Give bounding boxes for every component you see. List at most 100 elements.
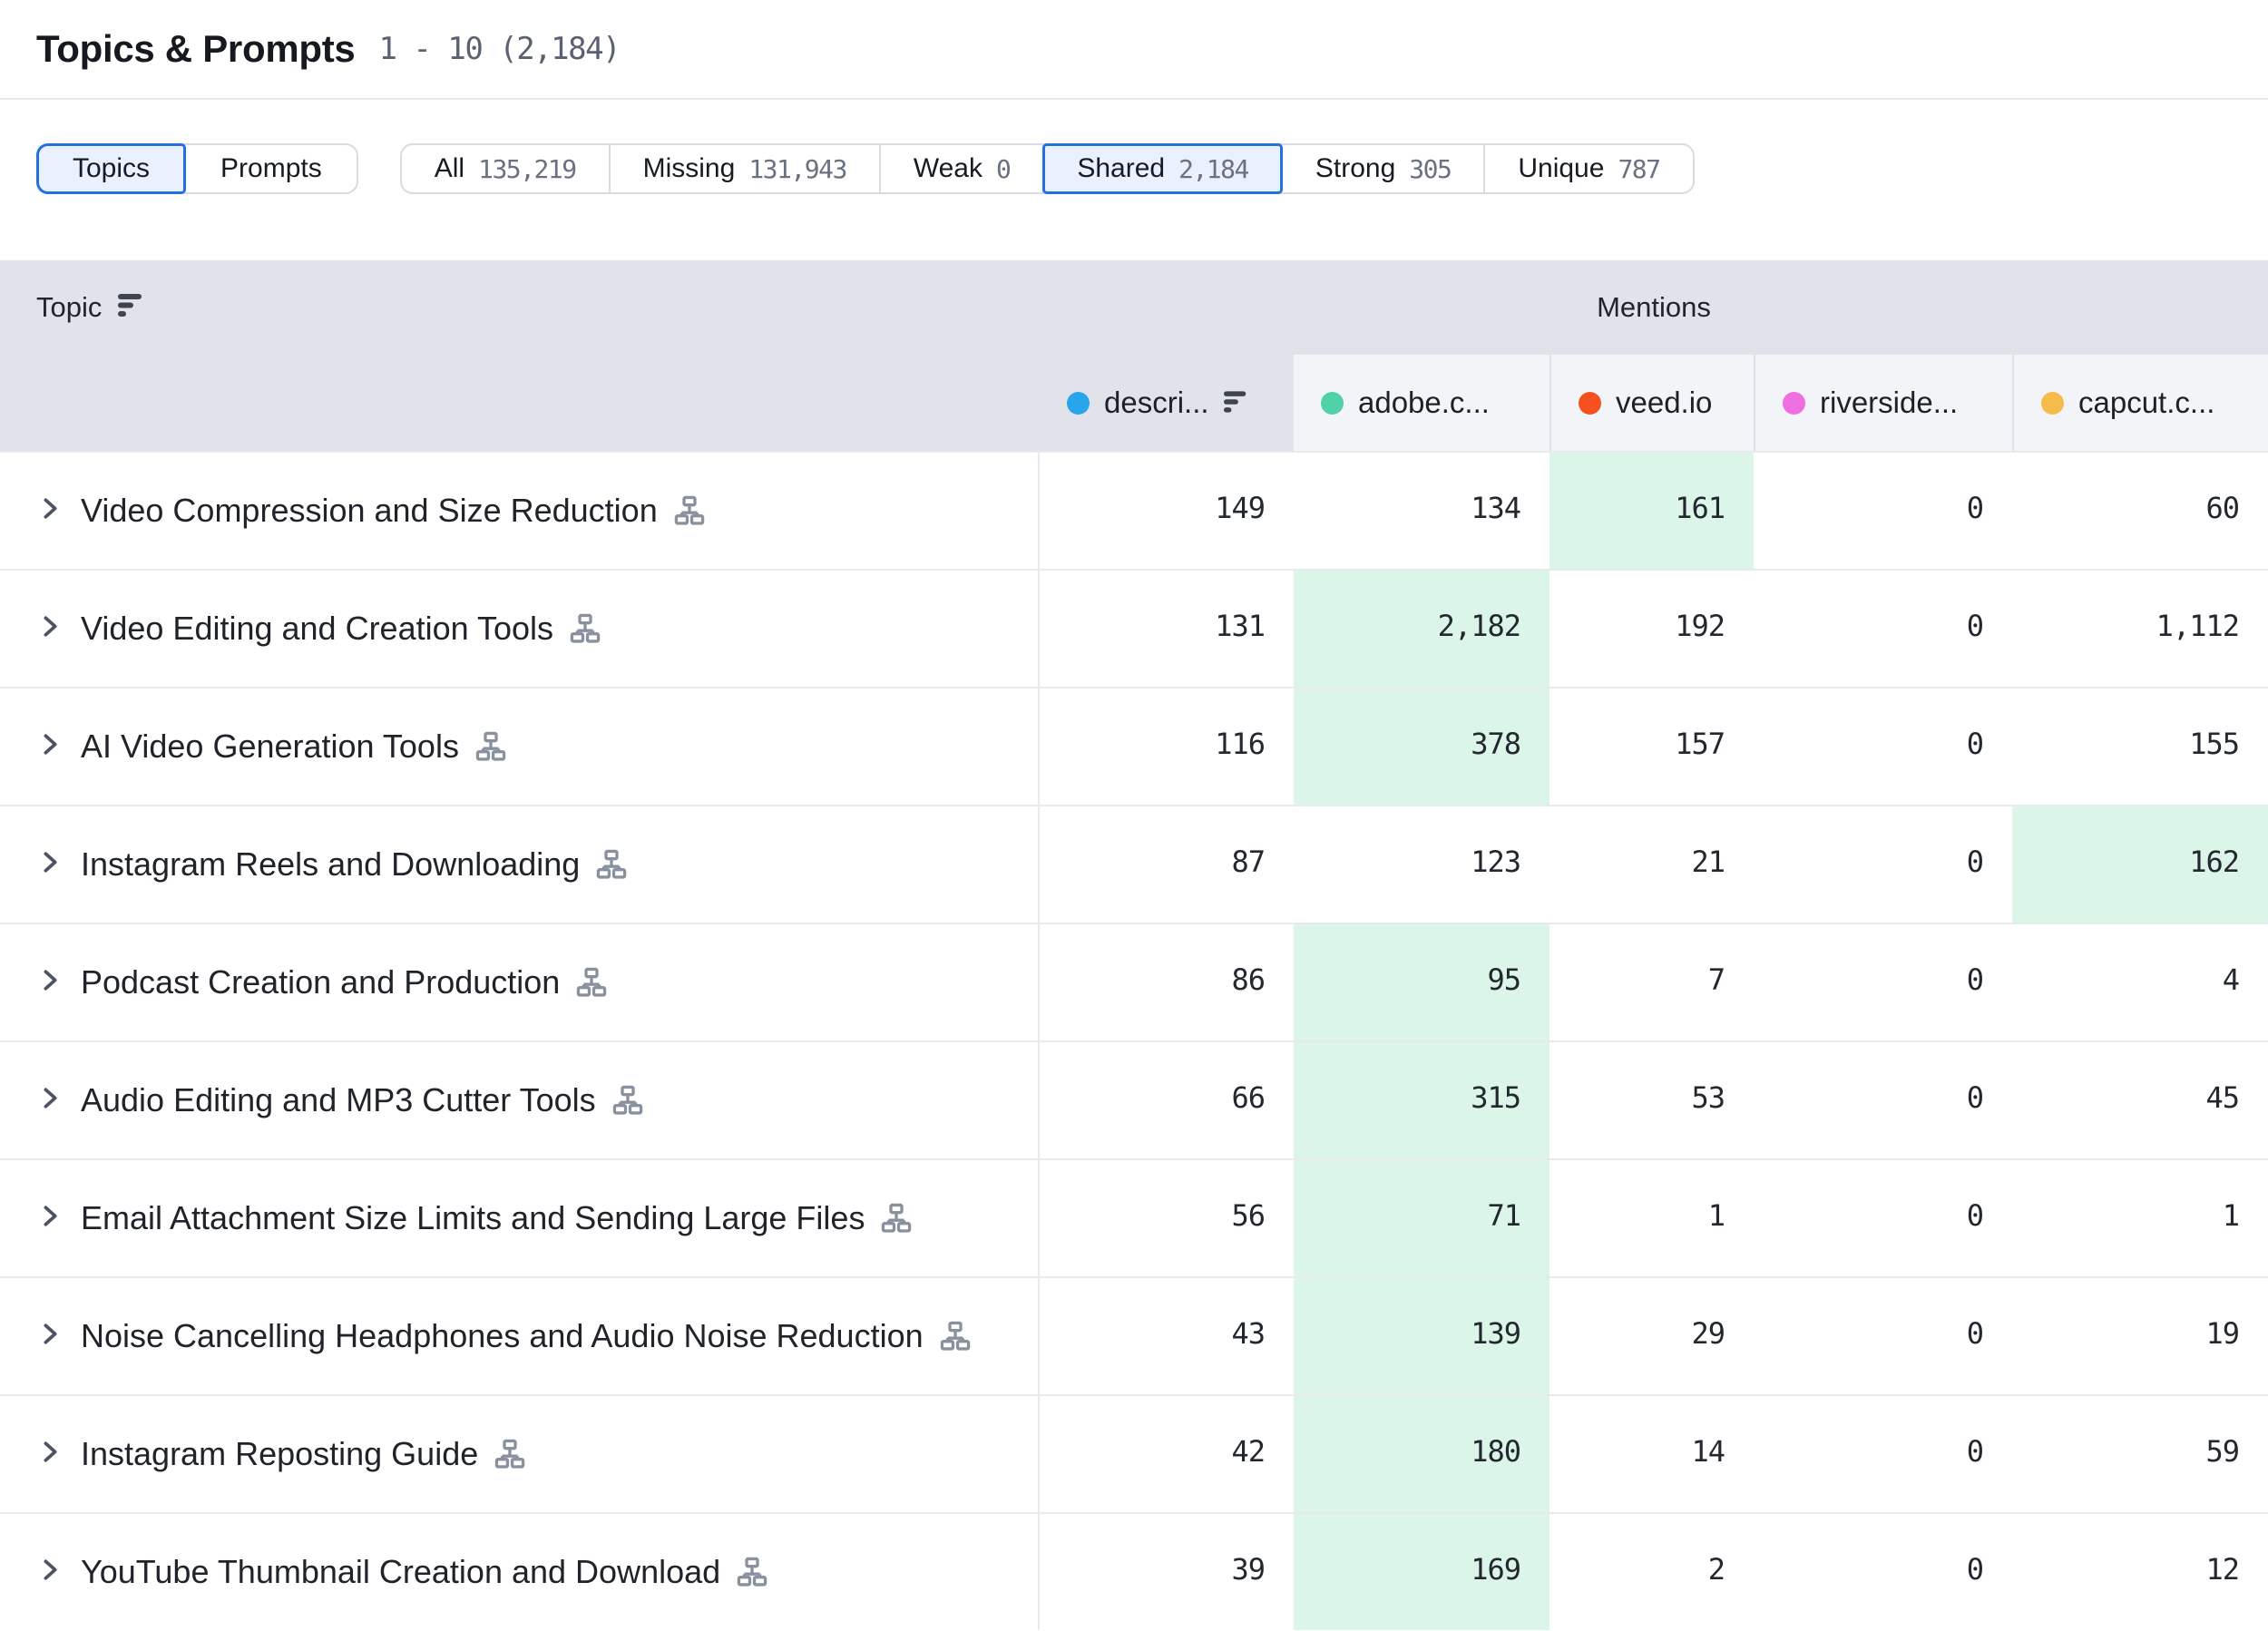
topic-hierarchy-icon[interactable] [735, 1555, 769, 1594]
expand-chevron-icon[interactable] [34, 493, 64, 528]
topic-hierarchy-icon[interactable] [574, 965, 609, 1004]
filter-strong[interactable]: Strong 305 [1315, 153, 1452, 184]
filter-all[interactable]: All 135,219 [434, 153, 577, 184]
column-header-riverside[interactable]: riverside... [1754, 355, 2012, 451]
table-row[interactable]: YouTube Thumbnail Creation and Download 3… [0, 1512, 2268, 1630]
column-header-label: riverside... [1820, 386, 1959, 419]
filter-weak[interactable]: Weak 0 [878, 145, 1043, 192]
topic-hierarchy-icon[interactable] [672, 493, 707, 532]
table-row[interactable]: Email Attachment Size Limits and Sending… [0, 1158, 2268, 1276]
expand-chevron-icon[interactable] [34, 847, 64, 882]
mentions-value: 134 [1471, 491, 1521, 525]
topic-cell[interactable]: Email Attachment Size Limits and Sending… [0, 1160, 1040, 1276]
mentions-value: 162 [2012, 806, 2268, 923]
topic-cell[interactable]: Audio Editing and MP3 Cutter Tools [0, 1042, 1040, 1158]
mentions-value: 2 [1707, 1552, 1725, 1587]
mentions-value: 1 [1707, 1198, 1725, 1233]
domain-color-dot [2041, 391, 2064, 415]
topic-cell[interactable]: Noise Cancelling Headphones and Audio No… [0, 1278, 1040, 1394]
topic-column-spacer [0, 355, 1040, 451]
mentions-value: 0 [1966, 609, 1984, 643]
metric-filters: All 135,219 Missing 131,943 Weak 0 Shared 2,184… [399, 143, 1695, 194]
mentions-value: 71 [1294, 1160, 1549, 1276]
column-header-adobe-c[interactable]: adobe.c... [1294, 355, 1549, 451]
topic-cell[interactable]: AI Video Generation Tools [0, 689, 1040, 805]
mentions-value: 169 [1294, 1514, 1549, 1630]
topic-cell[interactable]: Video Compression and Size Reduction [0, 453, 1040, 569]
table-row[interactable]: AI Video Generation Tools 116 378 157 0 155 [0, 687, 2268, 805]
topic-name: Instagram Reposting Guide [81, 1435, 479, 1472]
expand-chevron-icon[interactable] [34, 1437, 64, 1471]
mentions-value: 19 [2205, 1316, 2240, 1351]
mentions-value: 161 [1549, 453, 1754, 569]
mentions-value: 87 [1231, 845, 1266, 879]
topic-cell[interactable]: YouTube Thumbnail Creation and Download [0, 1514, 1040, 1630]
mentions-value: 86 [1231, 962, 1266, 997]
topic-name: Email Attachment Size Limits and Sending… [81, 1199, 865, 1236]
topic-cell[interactable]: Instagram Reels and Downloading [0, 806, 1040, 923]
mentions-value: 1,112 [2156, 609, 2240, 643]
table-row[interactable]: Podcast Creation and Production 86 95 7 0 4 [0, 923, 2268, 1040]
sort-descending-icon[interactable] [118, 292, 145, 325]
table-row[interactable]: Video Compression and Size Reduction 149 1… [0, 451, 2268, 569]
column-header-label: descri... [1104, 386, 1209, 419]
table-row[interactable]: Audio Editing and MP3 Cutter Tools 66 315 5… [0, 1040, 2268, 1158]
sort-descending-icon[interactable] [1223, 386, 1249, 421]
table-row[interactable]: Instagram Reposting Guide 42 180 14 0 59 [0, 1394, 2268, 1512]
topic-name: Noise Cancelling Headphones and Audio No… [81, 1317, 924, 1354]
table-row[interactable]: Noise Cancelling Headphones and Audio No… [0, 1276, 2268, 1394]
topic-hierarchy-icon[interactable] [493, 1437, 527, 1476]
topic-cell[interactable]: Video Editing and Creation Tools [0, 571, 1040, 687]
column-header-veed-io[interactable]: veed.io [1549, 355, 1754, 451]
mentions-value: 29 [1691, 1316, 1725, 1351]
view-toggle: Topics Prompts [35, 143, 358, 194]
view-toggle-topics[interactable]: Topics [35, 143, 187, 194]
view-toggle-prompts[interactable]: Prompts [220, 153, 322, 183]
column-header-label: veed.io [1616, 386, 1713, 419]
column-header-capcut-c[interactable]: capcut.c... [2012, 355, 2268, 451]
expand-chevron-icon[interactable] [34, 729, 64, 764]
mentions-value: 21 [1691, 845, 1725, 879]
expand-chevron-icon[interactable] [34, 1319, 64, 1353]
mentions-value: 0 [1966, 1316, 1984, 1351]
domain-color-dot [1321, 391, 1344, 415]
table-body: Video Compression and Size Reduction 149 1… [0, 451, 2268, 1630]
topic-hierarchy-icon[interactable] [879, 1201, 914, 1240]
column-header-label: capcut.c... [2078, 386, 2215, 419]
topic-hierarchy-icon[interactable] [938, 1319, 973, 1358]
filter-missing[interactable]: Missing 131,943 [608, 145, 879, 192]
topic-hierarchy-icon[interactable] [611, 1083, 645, 1122]
mentions-value: 139 [1294, 1278, 1549, 1394]
topic-column-header[interactable]: Topic [0, 290, 1040, 325]
filter-unique[interactable]: Unique 787 [1483, 145, 1692, 192]
mentions-value: 0 [1966, 1080, 1984, 1115]
domain-color-dot [1579, 391, 1601, 415]
title-bar: Topics & Prompts 1 - 10 (2,184) [0, 0, 2268, 100]
topic-name: Podcast Creation and Production [81, 963, 561, 1001]
mentions-value: 59 [2205, 1434, 2240, 1469]
topic-hierarchy-icon[interactable] [474, 729, 508, 768]
topic-hierarchy-icon[interactable] [594, 847, 629, 886]
topic-cell[interactable]: Podcast Creation and Production [0, 924, 1040, 1040]
mentions-value: 315 [1294, 1042, 1549, 1158]
mentions-value: 0 [1966, 727, 1984, 761]
mentions-value: 149 [1215, 491, 1266, 525]
topic-cell[interactable]: Instagram Reposting Guide [0, 1396, 1040, 1512]
table-row[interactable]: Instagram Reels and Downloading 87 123 21 0 1… [0, 805, 2268, 923]
expand-chevron-icon[interactable] [34, 965, 64, 1000]
table-row[interactable]: Video Editing and Creation Tools 131 2,182… [0, 569, 2268, 687]
mentions-value: 0 [1966, 1434, 1984, 1469]
mentions-value: 12 [2205, 1552, 2240, 1587]
filter-shared[interactable]: Shared 2,184 [1042, 143, 1283, 194]
mentions-value: 7 [1707, 962, 1725, 997]
mentions-value: 116 [1215, 727, 1266, 761]
expand-chevron-icon[interactable] [34, 1201, 64, 1235]
topic-hierarchy-icon[interactable] [568, 611, 602, 650]
expand-chevron-icon[interactable] [34, 1555, 64, 1589]
mentions-value: 192 [1675, 609, 1725, 643]
filter-bar: Topics Prompts All 135,219 Missing 131,943 We… [35, 143, 2232, 194]
expand-chevron-icon[interactable] [34, 1083, 64, 1118]
expand-chevron-icon[interactable] [34, 611, 64, 646]
column-header-descri[interactable]: descri... [1040, 355, 1294, 451]
